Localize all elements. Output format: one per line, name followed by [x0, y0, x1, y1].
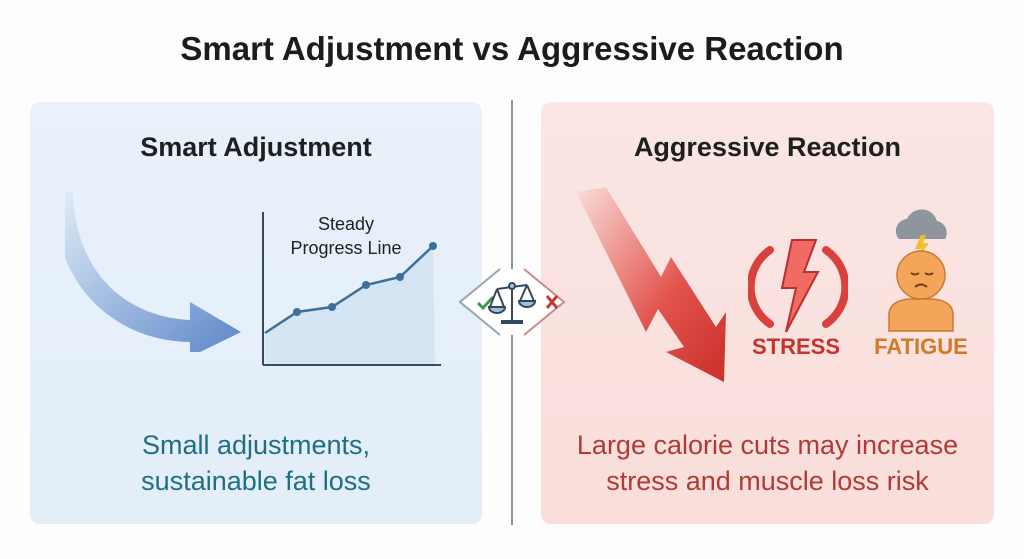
chart-label: Steady Progress Line: [260, 212, 432, 260]
chart-label-line1: Steady: [317, 214, 375, 234]
caption-line2: stress and muscle loss risk: [606, 466, 929, 496]
line-chart-icon: [262, 212, 441, 366]
zigzag-arrow-down-icon: [576, 187, 726, 382]
smart-adjustment-panel: Smart Adjustment Steady Progress Line Sm…: [30, 102, 482, 524]
tired-person-icon: [888, 209, 954, 332]
cross-icon: [545, 295, 559, 309]
curved-arrow-down-right-icon: [65, 192, 241, 352]
check-icon: [476, 295, 495, 311]
stress-label: STRESS: [751, 334, 841, 359]
caption: Large calorie cuts may increase stress a…: [541, 427, 994, 499]
lightning-stress-icon: [748, 239, 848, 333]
panel-heading: Aggressive Reaction: [633, 132, 902, 162]
caption-line2: sustainable fat loss: [141, 466, 371, 496]
fatigue-label: FATIGUE: [874, 334, 968, 359]
aggressive-reaction-panel: Aggressive Reaction STRESS FATIGUE Large…: [541, 102, 994, 524]
page-title: Smart Adjustment vs Aggressive Reaction: [180, 30, 844, 67]
caption-line1: Small adjustments,: [141, 430, 371, 460]
chart-label-line2: Progress Line: [290, 238, 402, 258]
caption: Small adjustments, sustainable fat loss: [30, 427, 482, 499]
caption-line1: Large calorie cuts may increase: [576, 430, 959, 460]
panel-heading: Smart Adjustment: [140, 132, 372, 162]
balance-badge: [458, 268, 566, 336]
balance-scale-icon: [487, 282, 537, 324]
